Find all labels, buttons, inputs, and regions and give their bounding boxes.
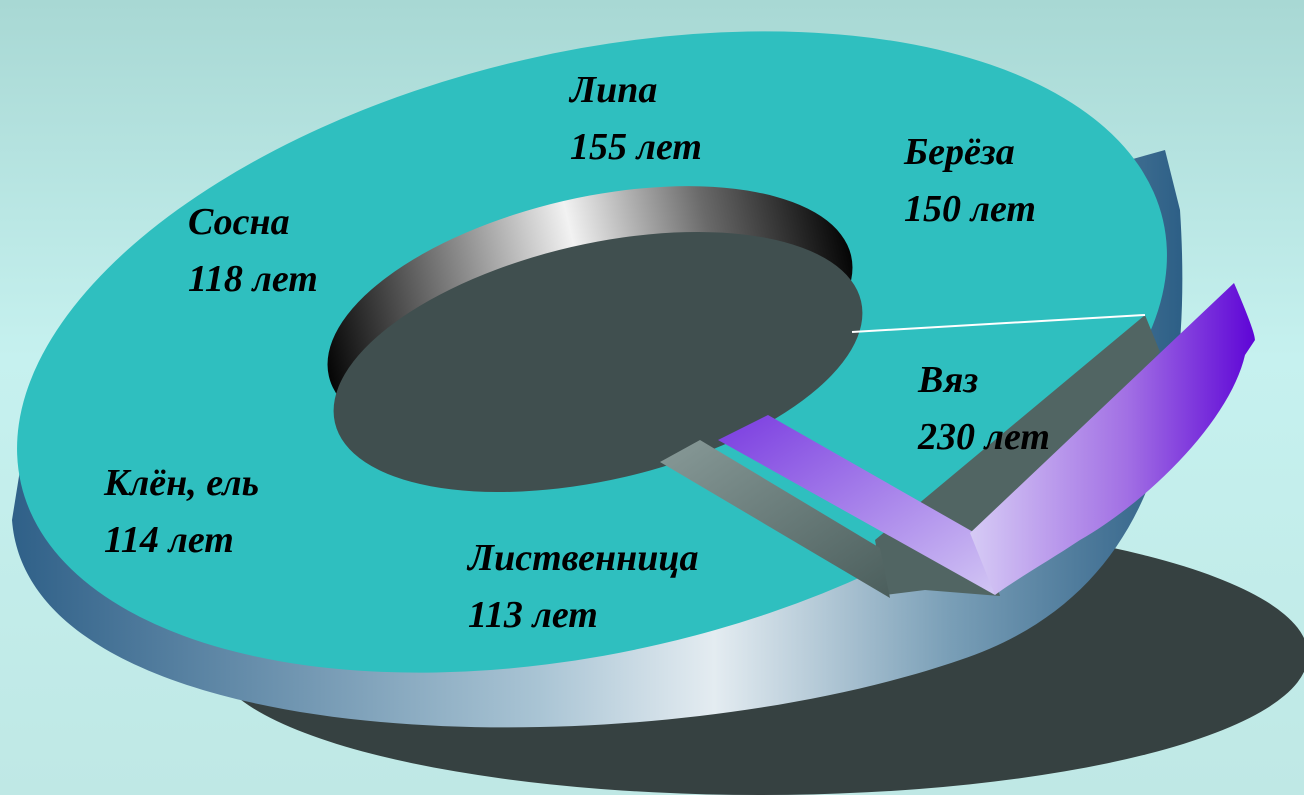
label-lipa-name: Липа [570,69,658,111]
label-sosna-value: 118 лет [188,258,318,300]
exploded-slice-purple-strip [718,415,995,595]
label-vyaz: Вяз 230 лет [918,352,1050,466]
hole-floor [333,231,863,493]
label-lipa-value: 155 лет [570,126,702,168]
label-klen-el: Клён, ель 114 лет [104,455,259,569]
exploded-slice-grey-strip [660,440,890,598]
label-listvennitsa-value: 113 лет [468,594,598,636]
label-bereza: Берёза 150 лет [904,124,1036,238]
label-bereza-name: Берёза [904,131,1015,173]
label-klen-el-value: 114 лет [104,519,234,561]
exploded-slice-outer-face [970,283,1255,595]
label-listvennitsa-name: Лиственница [468,537,699,579]
label-vyaz-name: Вяз [918,359,979,401]
label-sosna-name: Сосна [188,201,290,243]
label-listvennitsa: Лиственница 113 лет [468,530,698,644]
label-vyaz-value: 230 лет [918,416,1050,458]
label-bereza-value: 150 лет [904,188,1036,230]
slice-exploded [660,283,1255,598]
label-sosna: Сосна 118 лет [188,194,318,308]
label-lipa: Липа 155 лет [570,62,702,176]
label-klen-el-name: Клён, ель [104,462,260,504]
exploded-slice-edge [851,314,1146,333]
